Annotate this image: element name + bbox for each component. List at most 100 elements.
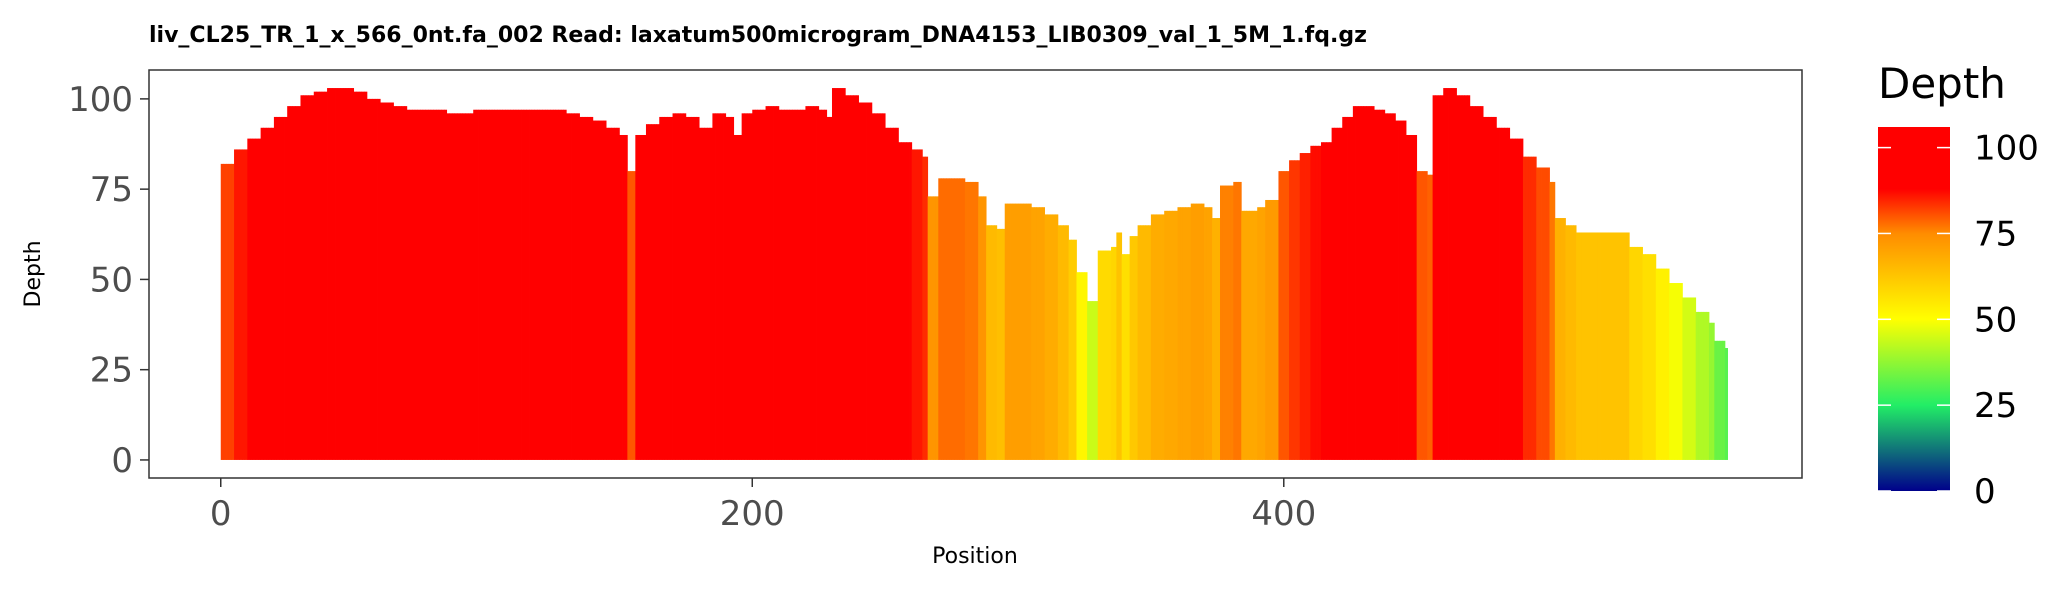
depth-bar (1227, 185, 1232, 460)
depth-bar (749, 113, 753, 460)
depth-bar (1198, 203, 1202, 460)
depth-bar (491, 109, 495, 460)
depth-bar (1387, 113, 1391, 460)
depth-bar (1111, 246, 1115, 460)
depth-bar (717, 113, 721, 460)
depth-bar (406, 109, 410, 460)
depth-bar (927, 196, 931, 460)
depth-bar (805, 106, 809, 460)
depth-bar (1230, 185, 1234, 460)
depth-bar (505, 109, 509, 460)
depth-bar (521, 109, 525, 460)
depth-bar (773, 106, 777, 460)
depth-bar (885, 127, 889, 460)
depth-bar (252, 138, 256, 460)
depth-bar (986, 225, 990, 460)
depth-bar (398, 106, 402, 460)
depth-bar (1376, 109, 1380, 460)
depth-bar (1581, 232, 1585, 460)
depth-bar (1459, 95, 1463, 460)
depth-bar (494, 109, 498, 460)
depth-bar (558, 109, 562, 460)
depth-bar (1371, 106, 1375, 460)
depth-bar (959, 178, 963, 460)
depth-bar (871, 113, 875, 460)
depth-bar (390, 102, 394, 460)
depth-bar (1631, 246, 1635, 460)
y-tick-label: 100 (68, 80, 133, 120)
depth-bar (1695, 311, 1699, 460)
depth-bar (1698, 311, 1702, 460)
depth-bar (1706, 311, 1710, 460)
depth-bar (1642, 254, 1646, 460)
depth-bar (1637, 246, 1641, 460)
depth-bar (744, 113, 748, 460)
depth-bar (829, 116, 833, 460)
depth-bar (691, 116, 695, 460)
depth-bar (1087, 301, 1091, 460)
depth-bar (1012, 203, 1016, 460)
depth-bar (579, 116, 583, 460)
depth-bar (1031, 207, 1035, 460)
depth-bar (1398, 120, 1402, 460)
depth-bar (1121, 254, 1125, 460)
depth-bar (1666, 268, 1670, 460)
depth-bar (1509, 138, 1513, 460)
depth-bar (616, 127, 620, 460)
depth-bar (669, 116, 673, 460)
x-tick-label: 0 (210, 494, 232, 534)
depth-bar (972, 181, 976, 460)
depth-bar (1451, 88, 1455, 460)
depth-bar (1623, 232, 1627, 460)
depth-bar (1033, 207, 1038, 460)
depth-bar (1475, 106, 1479, 460)
depth-bar (1485, 116, 1489, 460)
depth-bar (361, 91, 365, 460)
depth-bar (1193, 203, 1197, 460)
depth-bar (967, 181, 971, 460)
depth-bar (356, 91, 360, 460)
depth-bar (560, 109, 564, 460)
depth-bar (1549, 181, 1553, 460)
depth-bar (1347, 116, 1351, 460)
depth-bar (1724, 348, 1728, 460)
depth-bar (635, 134, 639, 460)
depth-bar (1076, 272, 1080, 460)
depth-bar (837, 88, 841, 460)
depth-bar (688, 116, 692, 460)
depth-bar (1235, 181, 1239, 460)
depth-bar (1448, 88, 1452, 460)
depth-bar (300, 95, 304, 460)
depth-bar (499, 109, 503, 460)
depth-bar (1690, 297, 1694, 460)
depth-bar (784, 109, 788, 460)
depth-bar (1105, 250, 1109, 460)
depth-bar (1142, 225, 1146, 460)
depth-bar (321, 91, 325, 460)
x-axis: 0 200 400 (210, 478, 1316, 534)
depth-bar (1212, 218, 1216, 460)
depth-bar (1374, 109, 1378, 460)
depth-bar (1161, 214, 1165, 460)
depth-bar (544, 109, 549, 460)
depth-bar (1339, 127, 1343, 460)
depth-bar (909, 142, 913, 460)
depth-bar (1148, 225, 1152, 460)
depth-bar (1049, 214, 1053, 460)
depth-bar (770, 106, 774, 460)
depth-bar (831, 88, 836, 460)
depth-bar (1493, 116, 1497, 460)
plot-panel-border (148, 69, 1803, 479)
depth-bar (893, 127, 897, 460)
depth-bar (260, 127, 264, 460)
depth-bar (255, 138, 259, 460)
depth-bar (369, 98, 373, 460)
depth-bar (454, 113, 458, 460)
depth-bar (311, 95, 315, 460)
depth-bar (1310, 145, 1314, 460)
depth-bar (276, 116, 280, 460)
depth-bar (917, 149, 921, 460)
depth-bar (858, 102, 862, 460)
depth-bar (582, 116, 586, 460)
